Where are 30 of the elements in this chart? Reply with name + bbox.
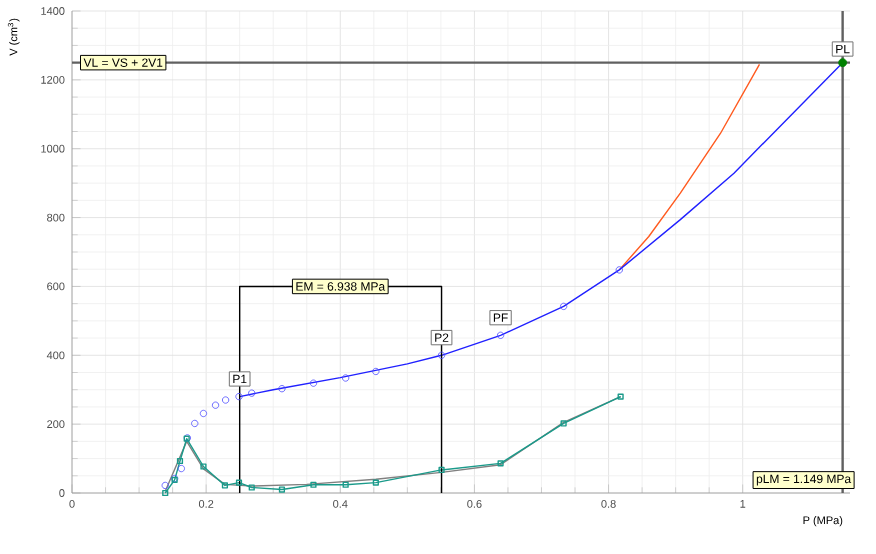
point <box>560 302 568 310</box>
point <box>278 486 286 493</box>
point <box>438 466 445 474</box>
point <box>342 481 349 488</box>
point <box>560 420 567 427</box>
point <box>161 481 169 490</box>
point <box>615 266 623 274</box>
point <box>248 389 256 397</box>
point <box>177 464 185 473</box>
point <box>372 367 380 376</box>
point <box>199 409 208 418</box>
point <box>372 479 379 486</box>
point <box>309 379 318 387</box>
point <box>221 482 229 489</box>
point <box>176 457 184 465</box>
point <box>191 419 199 428</box>
point <box>222 396 230 404</box>
point <box>211 401 220 409</box>
point <box>248 484 255 491</box>
point <box>278 385 286 393</box>
point <box>497 460 504 467</box>
point <box>235 479 243 486</box>
point <box>496 331 505 339</box>
point <box>310 481 317 488</box>
line-series <box>618 63 761 271</box>
point <box>200 463 207 470</box>
point <box>342 374 350 382</box>
point <box>437 351 446 359</box>
point <box>838 58 848 68</box>
point <box>235 393 243 401</box>
